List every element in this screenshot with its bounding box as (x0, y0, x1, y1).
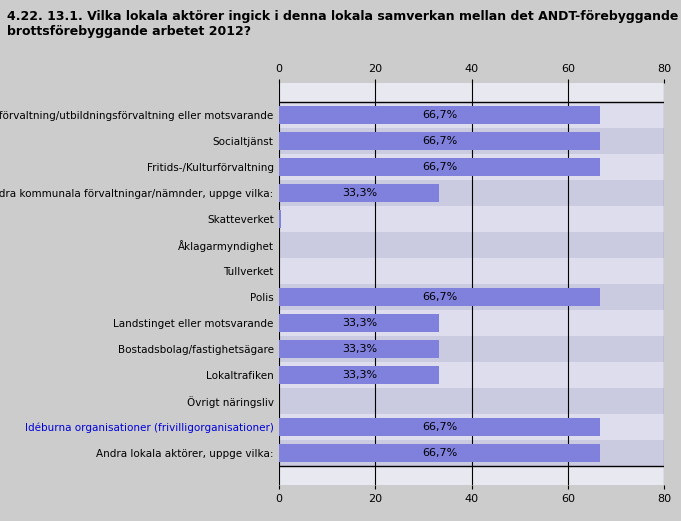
Bar (279, 440, 664, 466)
Text: 66,7%: 66,7% (422, 109, 457, 120)
Bar (279, 388, 664, 414)
Bar (279, 102, 664, 128)
Bar (279, 284, 664, 310)
Text: 4.22. 13.1. Vilka lokala aktörer ingick i denna lokala samverkan mellan det ANDT: 4.22. 13.1. Vilka lokala aktörer ingick … (7, 10, 681, 39)
Bar (279, 336, 664, 362)
Text: 33,3%: 33,3% (342, 344, 377, 354)
Text: 66,7%: 66,7% (422, 135, 457, 146)
Bar (279, 128, 664, 154)
Bar (279, 314, 439, 332)
Bar (279, 258, 664, 284)
Bar (279, 362, 664, 388)
Text: 33,3%: 33,3% (342, 188, 377, 198)
Bar (279, 366, 439, 384)
Bar (279, 131, 600, 150)
Bar (279, 414, 664, 440)
Bar (279, 180, 664, 206)
Bar (279, 154, 664, 180)
Text: 66,7%: 66,7% (422, 422, 457, 432)
Bar (279, 444, 600, 463)
Bar (279, 340, 439, 358)
Bar (279, 105, 600, 123)
Bar (279, 418, 600, 437)
Bar (279, 209, 281, 228)
Bar (279, 157, 600, 176)
Text: 66,7%: 66,7% (422, 292, 457, 302)
Bar (279, 310, 664, 336)
Bar (279, 183, 439, 202)
Bar (279, 288, 600, 306)
Bar (279, 232, 664, 258)
Bar (279, 206, 664, 232)
Text: 66,7%: 66,7% (422, 162, 457, 172)
Text: 33,3%: 33,3% (342, 370, 377, 380)
Text: 66,7%: 66,7% (422, 448, 457, 458)
Text: 33,3%: 33,3% (342, 318, 377, 328)
